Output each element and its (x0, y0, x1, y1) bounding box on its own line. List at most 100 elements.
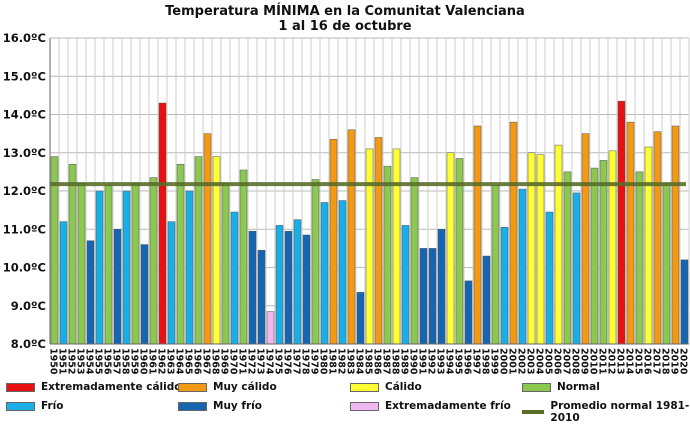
title-line: Temperatura MÍNIMA en la Comunitat Valen… (165, 4, 525, 19)
bar-2017 (653, 131, 662, 345)
legend-swatch (6, 382, 35, 392)
y-tick-label: 10.0ºC (3, 261, 46, 275)
x-tick-label: 2002 (516, 348, 527, 374)
x-tick-label: 1973 (255, 348, 266, 374)
bar-1989 (401, 225, 410, 345)
x-tick-label: 1993 (435, 348, 446, 374)
bar-2007 (563, 171, 572, 345)
x-tick-label: 1970 (228, 348, 239, 375)
x-tick-label: 1972 (246, 348, 257, 374)
x-tick-label: 2017 (651, 348, 662, 374)
x-tick-label: 2019 (669, 348, 680, 374)
x-tick-label: 1982 (336, 348, 347, 374)
x-tick-label: 2020 (678, 348, 689, 375)
bar-2002 (518, 188, 527, 345)
x-tick-label: 2015 (633, 348, 644, 374)
x-tick-label: 2001 (507, 348, 518, 374)
bar-1952 (68, 163, 77, 345)
x-tick-label: 1990 (408, 348, 419, 375)
y-tick-label: 13.0ºC (3, 146, 46, 160)
bar-2018 (662, 183, 671, 345)
x-tick-label: 1969 (219, 348, 230, 374)
x-tick-label: 1981 (327, 348, 338, 374)
bar-1970 (230, 211, 239, 345)
bar-1978 (302, 234, 311, 345)
x-tick-label: 1961 (147, 348, 158, 374)
x-tick-label: 1983 (345, 348, 356, 374)
x-tick-label: 1985 (363, 348, 374, 374)
x-tick-label: 1997 (471, 348, 482, 374)
x-tick-label: 2010 (588, 348, 599, 375)
bar-1961 (149, 177, 158, 345)
x-tick-label: 1992 (426, 348, 437, 374)
x-tick-label: 2014 (624, 348, 635, 375)
bar-2019 (671, 125, 680, 345)
x-tick-label: 2011 (597, 348, 608, 374)
x-tick-label: 1994 (444, 348, 455, 375)
x-tick-label: 1980 (318, 348, 329, 375)
bar-2003 (527, 152, 536, 345)
x-tick-label: 2018 (660, 348, 671, 375)
bar-1983 (347, 129, 356, 345)
x-tick-label: 2003 (525, 348, 536, 374)
x-tick-label: 2012 (606, 348, 617, 374)
legend-swatch (178, 401, 207, 411)
x-tick-label: 1978 (300, 348, 311, 375)
legend-label: Extremadamente cálido (41, 381, 182, 393)
bar-1987 (383, 165, 392, 345)
x-tick-label: 1989 (399, 348, 410, 374)
x-tick-label: 1965 (183, 348, 194, 374)
bar-1953 (77, 183, 86, 345)
bar-1982 (338, 200, 347, 345)
bar-1955 (95, 190, 104, 345)
chart-title: Temperatura MÍNIMA en la Comunitat Valen… (0, 4, 690, 34)
x-tick-label: 1952 (66, 348, 77, 374)
x-tick-label: 2000 (498, 348, 509, 375)
x-tick-label: 1974 (264, 348, 275, 375)
bar-1979 (311, 179, 320, 345)
x-tick-label: 2008 (570, 348, 581, 375)
x-tick-label: 2007 (561, 348, 572, 374)
x-tick-label: 1964 (174, 348, 185, 375)
legend-item: Promedio normal 1981-2010 (522, 400, 690, 424)
bar-1959 (131, 183, 140, 345)
y-tick-label: 11.0ºC (3, 222, 46, 236)
bar-chart: 8.0ºC 9.0ºC 10.0ºC 11.0ºC 12.0ºC 13.0ºC 14.0ºC… (3, 31, 690, 375)
bar-1967 (203, 133, 212, 345)
bar-1972 (248, 230, 257, 345)
bar-2016 (644, 146, 653, 345)
bar-1976 (284, 230, 293, 345)
x-tick-label: 1962 (156, 348, 167, 374)
x-tick-label: 1950 (48, 348, 59, 375)
legend-label: Frío (41, 400, 64, 412)
bar-2008 (572, 192, 581, 345)
x-tick-label: 1977 (291, 348, 302, 374)
bar-1991 (419, 248, 428, 345)
legend-label: Promedio normal 1981-2010 (550, 400, 690, 424)
y-tick-label: 12.0ºC (3, 184, 46, 198)
bar-1963 (167, 221, 176, 345)
bar-1954 (86, 240, 95, 345)
legend-swatch (6, 401, 35, 411)
x-tick-label: 1979 (309, 348, 320, 374)
bar-1974 (266, 311, 275, 345)
bar-2014 (626, 121, 635, 345)
bar-1998 (482, 255, 491, 345)
bar-1996 (464, 280, 473, 345)
bar-1985 (365, 148, 374, 345)
legend-label: Muy cálido (213, 381, 277, 393)
bar-2009 (581, 133, 590, 345)
bar-1964 (176, 163, 185, 345)
x-tick-label: 1963 (165, 348, 176, 374)
x-tick-label: 1971 (237, 348, 248, 374)
bar-1992 (428, 248, 437, 345)
bar-2015 (635, 171, 644, 345)
x-tick-label: 1988 (390, 348, 401, 375)
x-tick-label: 1960 (138, 348, 149, 375)
bar-1973 (257, 250, 266, 345)
bar-1981 (329, 139, 338, 345)
legend-item: Extremadamente cálido (6, 381, 181, 393)
bar-1957 (113, 229, 122, 345)
y-tick-label: 14.0ºC (3, 108, 46, 122)
x-tick-label: 1986 (372, 348, 383, 375)
